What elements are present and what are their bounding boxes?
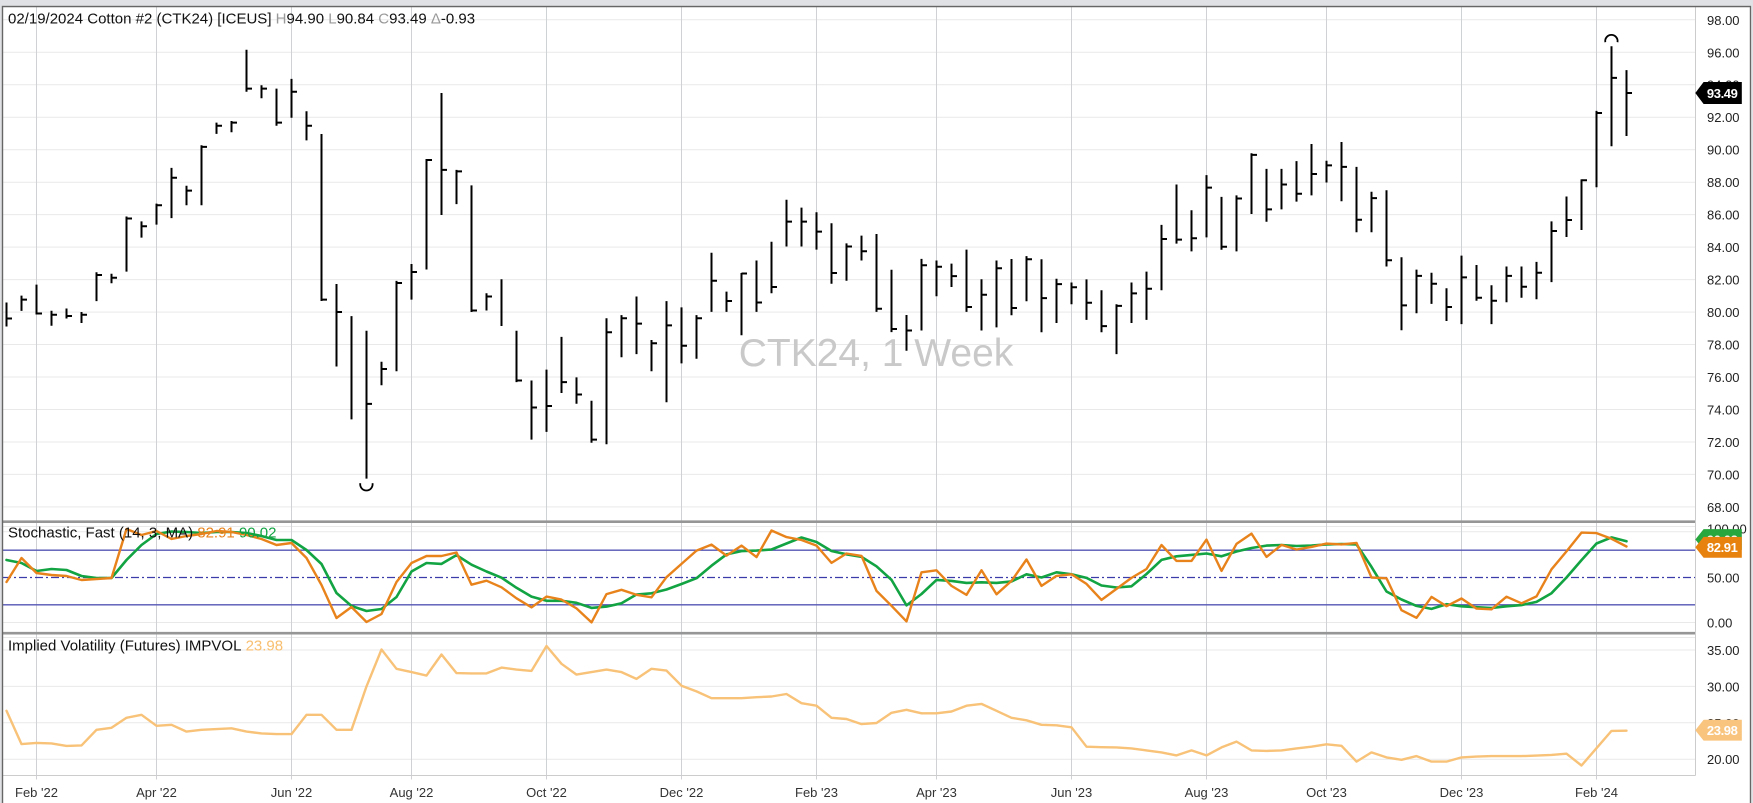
svg-text:Feb '24: Feb '24 — [1575, 785, 1618, 800]
svg-text:35.00: 35.00 — [1707, 643, 1740, 658]
svg-text:30.00: 30.00 — [1707, 679, 1740, 694]
svg-text:92.00: 92.00 — [1707, 110, 1740, 125]
svg-text:72.00: 72.00 — [1707, 435, 1740, 450]
svg-text:93.49: 93.49 — [1707, 86, 1738, 101]
svg-text:Feb '23: Feb '23 — [795, 785, 838, 800]
svg-text:Apr '23: Apr '23 — [916, 785, 957, 800]
svg-text:82.00: 82.00 — [1707, 273, 1740, 288]
svg-text:Jun '22: Jun '22 — [271, 785, 313, 800]
svg-text:Jun '23: Jun '23 — [1051, 785, 1093, 800]
svg-text:Aug '23: Aug '23 — [1185, 785, 1229, 800]
svg-text:70.00: 70.00 — [1707, 467, 1740, 482]
svg-text:80.00: 80.00 — [1707, 305, 1740, 320]
svg-text:78.00: 78.00 — [1707, 338, 1740, 353]
svg-text:02/19/2024 Cotton #2 (CTK24) [: 02/19/2024 Cotton #2 (CTK24) [ICEUS] H94… — [8, 11, 475, 28]
svg-text:20.00: 20.00 — [1707, 752, 1740, 767]
svg-text:Oct '23: Oct '23 — [1306, 785, 1347, 800]
svg-text:Stochastic, Fast (14, 3, MA) 8: Stochastic, Fast (14, 3, MA) 82.91 90.02 — [8, 525, 277, 542]
svg-text:Implied Volatility (Futures) I: Implied Volatility (Futures) IMPVOL 23.9… — [8, 638, 283, 655]
svg-text:23.98: 23.98 — [1707, 723, 1738, 738]
svg-text:Aug '22: Aug '22 — [390, 785, 434, 800]
svg-text:74.00: 74.00 — [1707, 403, 1740, 418]
svg-text:90.00: 90.00 — [1707, 143, 1740, 158]
svg-text:Oct '22: Oct '22 — [526, 785, 567, 800]
svg-text:84.00: 84.00 — [1707, 240, 1740, 255]
svg-text:96.00: 96.00 — [1707, 45, 1740, 60]
svg-text:CTK24, 1 Week: CTK24, 1 Week — [739, 332, 1014, 375]
svg-text:0.00: 0.00 — [1707, 616, 1732, 631]
svg-text:76.00: 76.00 — [1707, 370, 1740, 385]
svg-text:Feb '22: Feb '22 — [15, 785, 58, 800]
svg-text:82.91: 82.91 — [1707, 540, 1738, 555]
svg-text:Dec '23: Dec '23 — [1440, 785, 1484, 800]
svg-text:68.00: 68.00 — [1707, 500, 1740, 515]
svg-text:Apr '22: Apr '22 — [136, 785, 177, 800]
svg-text:Dec '22: Dec '22 — [660, 785, 704, 800]
svg-text:86.00: 86.00 — [1707, 208, 1740, 223]
svg-text:50.00: 50.00 — [1707, 571, 1740, 586]
svg-text:88.00: 88.00 — [1707, 175, 1740, 190]
svg-text:98.00: 98.00 — [1707, 13, 1740, 28]
